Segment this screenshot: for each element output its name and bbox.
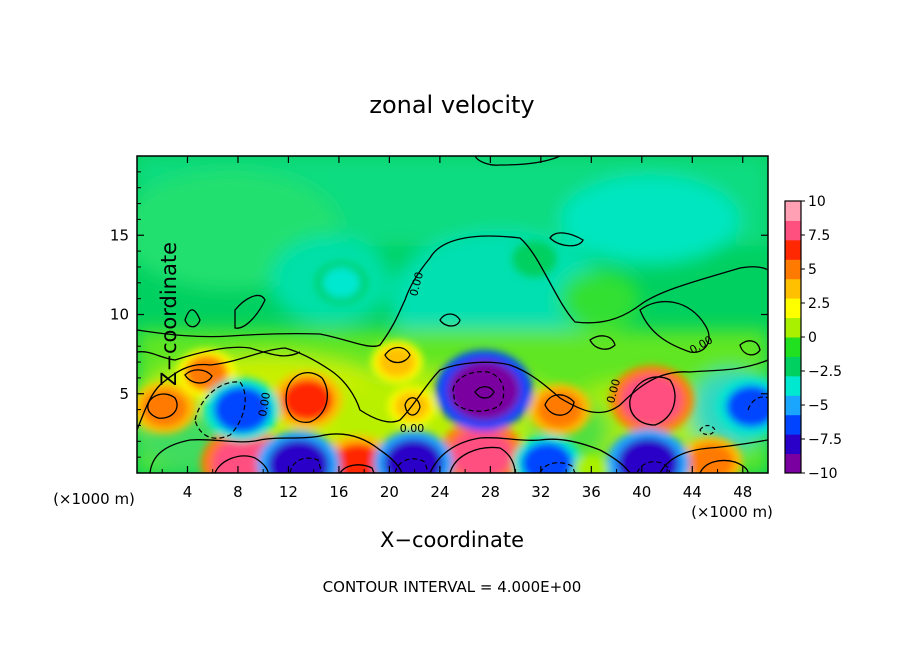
contour-label: 0.00 — [604, 378, 623, 405]
x-unit-left: (×1000 m) — [53, 490, 135, 508]
colorbar: 10 7.5 5 2.5 0 −2.5 −5 −7.5 −10 — [784, 194, 842, 482]
feature-core-12 — [267, 439, 330, 473]
x-tick-label: 28 — [481, 483, 500, 501]
x-tick-label: 44 — [683, 483, 702, 501]
contour-lines — [137, 156, 768, 473]
x-tick-label: 48 — [733, 483, 752, 501]
contour-label: 0.00 — [400, 422, 425, 435]
x-tick-label: 40 — [632, 483, 651, 501]
contour-labels: 0.00 0.00 0.00 0.00 0.00 — [256, 271, 715, 435]
y-axis-label: Z−coordinate — [157, 242, 181, 386]
colorbar-segment — [785, 375, 801, 396]
feature-core-2 — [141, 389, 188, 428]
colorbar-tick-label: 5 — [808, 262, 817, 278]
colorbar-segment — [785, 239, 801, 260]
feature-core-16 — [617, 437, 679, 473]
colorbar-segment — [785, 434, 801, 455]
feature-core-20 — [578, 458, 604, 473]
x-tick-label: 24 — [430, 483, 449, 501]
colorbar-tick-label: 2.5 — [808, 296, 830, 312]
colorbar-segment — [785, 201, 801, 221]
colorbar-tick-label: −2.5 — [808, 364, 842, 380]
colorbar-tick-label: −10 — [808, 466, 838, 482]
x-tick-label: 4 — [183, 483, 193, 501]
colorbar-tick-label: 10 — [808, 194, 826, 210]
feature-core-1 — [281, 378, 333, 422]
contour-interval-note: CONTOUR INTERVAL = 4.000E+00 — [323, 578, 582, 596]
contour-label: 0.00 — [256, 391, 273, 417]
x-tick-label: 20 — [380, 483, 399, 501]
x-tick-label: 8 — [233, 483, 243, 501]
colorbar-tick-label: −7.5 — [808, 432, 842, 448]
colorbar-segment — [785, 298, 801, 319]
colorbar-tick-label: −5 — [808, 398, 829, 414]
feature-core-15 — [521, 442, 573, 473]
colorbar-segment — [785, 395, 801, 416]
feature-core-19 — [518, 245, 552, 273]
feature-core-5 — [450, 428, 513, 473]
colorbar-segment — [785, 259, 801, 280]
feature-core-17 — [726, 385, 768, 428]
colorbar-segment — [785, 453, 801, 474]
feature-core-8 — [688, 442, 735, 473]
plot-area: 0.00 0.00 0.00 0.00 0.00 4 8 12 16 20 24 28 32 3… — [110, 155, 769, 501]
colorbar-tick-label: 7.5 — [808, 228, 830, 244]
x-tick-label: 12 — [279, 483, 298, 501]
contour-label: 0.00 — [407, 271, 426, 298]
y-tick-label: 5 — [119, 385, 129, 403]
feature-core-13 — [383, 438, 443, 473]
x-unit-right: (×1000 m) — [691, 503, 773, 521]
colorbar-segment — [785, 414, 801, 435]
colorbar-segment — [785, 337, 801, 357]
x-axis-label: X−coordinate — [380, 528, 524, 552]
colorbar-segment — [785, 356, 801, 377]
feature-core-14 — [448, 360, 521, 421]
feature-core-11 — [213, 386, 270, 433]
colorbar-segment — [785, 317, 801, 338]
feature-core-18 — [322, 267, 361, 299]
x-tick-label: 32 — [531, 483, 550, 501]
y-tick-label: 10 — [110, 306, 129, 324]
colorbar-tick-label: 0 — [808, 330, 817, 346]
chart-title: zonal velocity — [369, 91, 534, 119]
colorbar-segment — [785, 278, 801, 299]
x-tick-label: 16 — [329, 483, 348, 501]
colorbar-segment — [785, 220, 801, 241]
x-tick-label: 36 — [582, 483, 601, 501]
y-tick-label: 15 — [110, 226, 129, 244]
feature-core-4 — [329, 443, 387, 473]
feature-core-6 — [536, 390, 583, 429]
